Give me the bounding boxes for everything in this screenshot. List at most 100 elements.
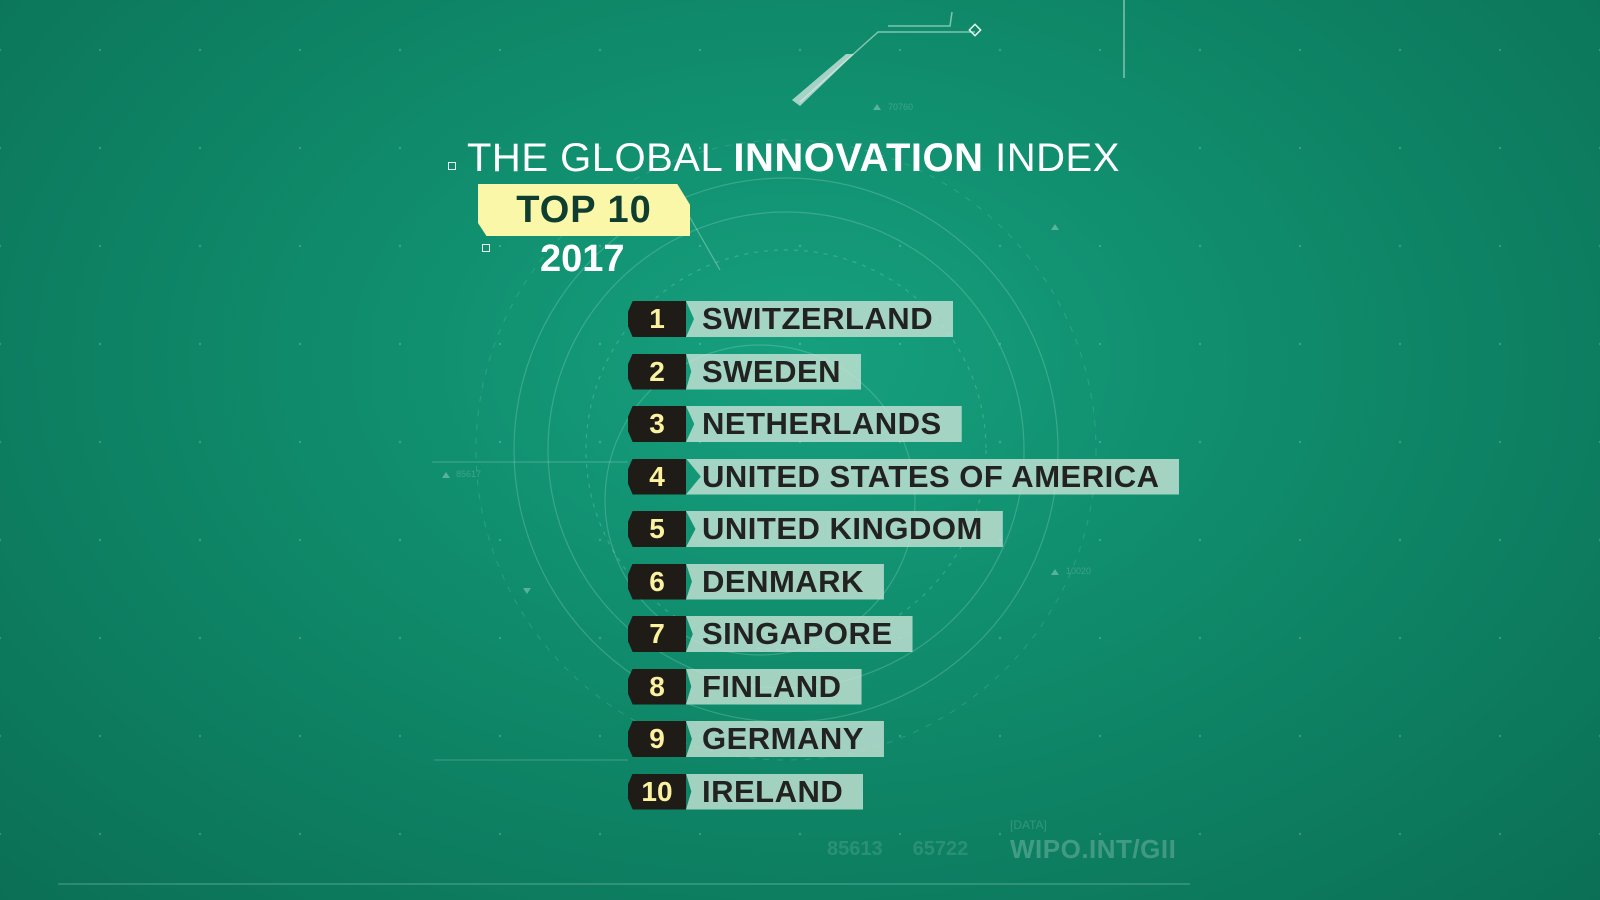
grid-dot	[1298, 342, 1302, 346]
grid-dot	[998, 636, 1002, 640]
grid-dot	[1198, 636, 1202, 640]
grid-dot	[698, 48, 702, 52]
grid-dot	[998, 734, 1002, 738]
grid-dot	[598, 244, 602, 248]
grid-dot	[798, 48, 802, 52]
footer-number: 65722	[912, 838, 969, 860]
grid-dot	[1198, 342, 1202, 346]
grid-dot	[298, 244, 302, 248]
grid-dot	[598, 48, 602, 52]
grid-dot	[198, 538, 202, 542]
grid-dot	[698, 146, 702, 150]
title-light-part-end: INDEX	[983, 136, 1120, 180]
source-url: WIPO.INT/GII	[1010, 834, 1177, 864]
grid-dot	[598, 146, 602, 150]
page-title: THE GLOBAL INNOVATION INDEX	[467, 134, 1120, 182]
grid-dot	[498, 244, 502, 248]
grid-dot	[998, 146, 1002, 150]
grid-dot	[398, 146, 402, 150]
grid-dot	[0, 636, 2, 640]
grid-dot	[1398, 342, 1402, 346]
grid-dot	[498, 48, 502, 52]
deco-number: 70760	[888, 102, 914, 112]
grid-dot	[1198, 832, 1202, 836]
grid-dot	[898, 244, 902, 248]
grid-dot	[298, 342, 302, 346]
ranking-row: 4 UNITED STATES OF AMERICA	[628, 458, 1180, 495]
grid-dot	[1498, 244, 1502, 248]
grid-dot	[398, 244, 402, 248]
grid-dot	[98, 832, 102, 836]
grid-dot	[1498, 538, 1502, 542]
rank-number: 3	[628, 406, 686, 442]
data-label: [DATA]	[1010, 818, 1047, 832]
grid-dot	[398, 342, 402, 346]
grid-dot	[498, 636, 502, 640]
year-label: 2017	[540, 238, 625, 280]
grid-dot	[0, 244, 2, 248]
grid-dot	[1398, 440, 1402, 444]
grid-dot	[798, 244, 802, 248]
grid-dot	[298, 48, 302, 52]
grid-dot	[398, 636, 402, 640]
grid-dot	[1498, 636, 1502, 640]
ranking-row: 3 NETHERLANDS	[628, 406, 962, 442]
grid-dot	[198, 440, 202, 444]
grid-dot	[1198, 734, 1202, 738]
rank-number: 7	[628, 616, 686, 652]
grid-dot	[1098, 636, 1102, 640]
grid-dot	[1498, 146, 1502, 150]
ranking-row: 6 DENMARK	[628, 563, 884, 600]
grid-dot	[498, 832, 502, 836]
grid-dot	[298, 734, 302, 738]
grid-dot	[1398, 244, 1402, 248]
grid-dot	[1298, 832, 1302, 836]
rank-number: 5	[628, 511, 686, 547]
grid-dot	[398, 734, 402, 738]
grid-dot	[798, 342, 802, 346]
grid-dot	[1498, 734, 1502, 738]
grid-dot	[98, 538, 102, 542]
grid-dot	[1198, 244, 1202, 248]
grid-dot	[298, 636, 302, 640]
grid-dot	[1398, 538, 1402, 542]
grid-dot	[1098, 538, 1102, 542]
grid-dot	[198, 734, 202, 738]
grid-dot	[98, 342, 102, 346]
grid-dot	[898, 342, 902, 346]
title-bold-part: INNOVATION	[733, 136, 984, 180]
grid-dot	[1298, 734, 1302, 738]
grid-dot	[398, 440, 402, 444]
grid-dot	[0, 342, 2, 346]
grid-dot	[0, 538, 2, 542]
country-name: UNITED KINGDOM	[686, 511, 1003, 547]
grid-dot	[0, 48, 2, 52]
country-name: FINLAND	[686, 668, 862, 705]
footer-number: 85613	[827, 838, 883, 860]
grid-dot	[1298, 538, 1302, 542]
grid-dot	[1398, 734, 1402, 738]
country-name: NETHERLANDS	[686, 406, 962, 442]
grid-dot	[398, 48, 402, 52]
grid-dot	[98, 244, 102, 248]
grid-dot	[1198, 48, 1202, 52]
grid-dot	[1198, 440, 1202, 444]
grid-dot	[1398, 832, 1402, 836]
grid-dot	[998, 832, 1002, 836]
ranking-row: 10 IRELAND	[628, 773, 864, 810]
title-light-part: THE GLOBAL	[467, 136, 734, 180]
grid-dot	[0, 146, 2, 150]
top10-badge: TOP 10	[478, 184, 690, 236]
ranking-row: 2 SWEDEN	[628, 353, 862, 390]
grid-dot	[98, 734, 102, 738]
grid-dot	[598, 832, 602, 836]
rank-number: 6	[628, 563, 686, 600]
country-name: IRELAND	[686, 773, 864, 810]
grid-dot	[1098, 734, 1102, 738]
grid-dot	[98, 48, 102, 52]
grid-dot	[998, 48, 1002, 52]
grid-dot	[898, 146, 902, 150]
grid-dot	[198, 244, 202, 248]
grid-dot	[1098, 832, 1102, 836]
grid-dot	[1298, 636, 1302, 640]
